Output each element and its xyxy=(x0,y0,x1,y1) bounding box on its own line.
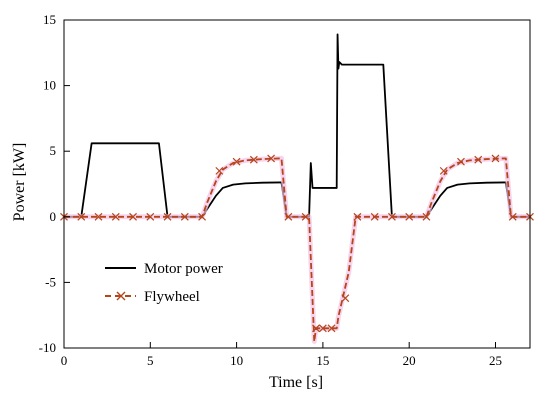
legend: Motor power Flywheel xyxy=(105,261,223,305)
data-point-flywheel xyxy=(111,212,120,221)
data-point-flywheel xyxy=(439,166,448,175)
y-tick-label: -5 xyxy=(45,274,56,289)
x-tick-label: 25 xyxy=(489,353,502,368)
data-point-flywheel xyxy=(353,212,362,221)
data-point-flywheel xyxy=(341,294,350,303)
x-ticks: 0 5 10 15 20 25 xyxy=(61,342,502,368)
data-point-flywheel xyxy=(457,157,465,166)
data-point-flywheel xyxy=(198,212,206,221)
data-point-flywheel xyxy=(491,154,500,163)
data-point-flywheel xyxy=(77,212,86,221)
legend-marker-flywheel xyxy=(116,291,126,301)
plot-frame xyxy=(63,19,531,349)
data-point-flywheel xyxy=(405,212,414,221)
x-axis-title: Time [s] xyxy=(269,374,323,391)
x-tick-label: 5 xyxy=(147,353,154,368)
x-tick-label: 15 xyxy=(316,353,329,368)
x-tick-label: 10 xyxy=(230,353,243,368)
y-tick-label: 0 xyxy=(50,209,57,224)
data-point-flywheel xyxy=(215,166,224,175)
data-point-flywheel xyxy=(284,212,293,221)
data-point-flywheel xyxy=(163,212,172,221)
data-point-flywheel xyxy=(327,324,336,333)
y-tick-label: 15 xyxy=(43,12,56,27)
series-line-flywheel xyxy=(64,157,530,343)
y-ticks: -10 -5 0 5 10 15 xyxy=(39,12,70,355)
series-line-flywheel-halo xyxy=(64,155,530,344)
x-tick-label: 0 xyxy=(61,353,68,368)
legend-label-flywheel: Flywheel xyxy=(144,289,200,305)
data-point-flywheel xyxy=(129,212,137,221)
y-tick-label: -10 xyxy=(39,340,56,355)
lines-layer xyxy=(60,33,534,344)
data-point-flywheel xyxy=(318,324,327,333)
x-tick-label: 20 xyxy=(403,353,416,368)
data-point-flywheel xyxy=(232,157,241,166)
data-point-flywheel xyxy=(422,212,431,221)
y-tick-label: 5 xyxy=(50,143,57,158)
y-axis-title: Power [kW] xyxy=(11,143,28,222)
data-point-flywheel xyxy=(474,155,483,164)
data-point-flywheel xyxy=(388,212,396,221)
y-tick-label: 10 xyxy=(43,78,56,93)
data-point-flywheel xyxy=(249,155,258,164)
data-point-flywheel xyxy=(180,212,189,221)
data-point-flywheel xyxy=(301,212,310,221)
data-point-flywheel xyxy=(312,324,320,333)
data-point-flywheel xyxy=(146,212,155,221)
data-point-flywheel xyxy=(370,212,379,221)
series-line-motor-power xyxy=(64,33,530,218)
legend-label-motor-power: Motor power xyxy=(144,261,223,277)
data-point-flywheel xyxy=(94,212,103,221)
data-point-flywheel xyxy=(267,154,276,163)
data-point-flywheel xyxy=(508,212,517,221)
